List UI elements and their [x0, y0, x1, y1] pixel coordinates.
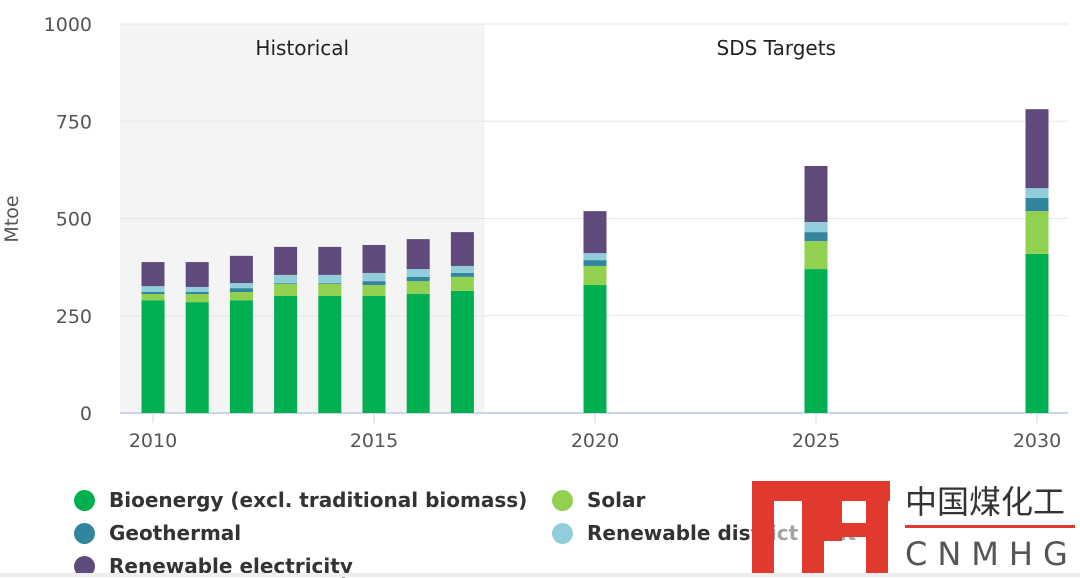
bar-segment[interactable] — [229, 283, 253, 289]
legend-label: Bioenergy (excl. traditional biomass) — [109, 488, 528, 512]
bar-segment[interactable] — [141, 262, 165, 287]
bar-segment[interactable] — [229, 255, 253, 284]
bar-segment[interactable] — [362, 285, 386, 296]
bar-segment[interactable] — [1025, 253, 1049, 413]
bar-segment[interactable] — [406, 239, 430, 270]
y-tick-label: 1000 — [44, 14, 92, 36]
bar-segment[interactable] — [804, 269, 828, 413]
bar-segment[interactable] — [362, 295, 386, 413]
bar-segment[interactable] — [274, 283, 298, 284]
bar-segment[interactable] — [1025, 211, 1049, 254]
bar-segment[interactable] — [185, 286, 209, 293]
bar-segment[interactable] — [185, 293, 209, 303]
bar-segment[interactable] — [318, 295, 342, 413]
y-tick-label: 0 — [80, 403, 92, 425]
legend-dot — [74, 489, 95, 511]
bar-segment[interactable] — [274, 246, 298, 275]
bar-segment[interactable] — [362, 244, 386, 273]
bar-segment[interactable] — [318, 283, 342, 296]
bottom-divider — [0, 573, 1080, 577]
y-tick-label: 250 — [56, 306, 92, 328]
bar-segment[interactable] — [450, 232, 474, 266]
x-tick-label: 2010 — [129, 430, 177, 452]
legend-dot — [552, 489, 573, 511]
svg-text:中国煤化工: 中国煤化工 — [905, 483, 1065, 521]
svg-text:CNMHG: CNMHG — [905, 535, 1078, 573]
bar-segment[interactable] — [274, 274, 298, 284]
bar-segment[interactable] — [274, 295, 298, 413]
bar-segment[interactable] — [450, 265, 474, 273]
bar-segment[interactable] — [1025, 109, 1049, 189]
bar-segment[interactable] — [450, 276, 474, 291]
bar-segment[interactable] — [274, 283, 298, 296]
bar-segment[interactable] — [362, 272, 386, 282]
bar-segment[interactable] — [362, 281, 386, 286]
bar-segment[interactable] — [804, 241, 828, 270]
legend-dot — [552, 522, 573, 544]
bar-segment[interactable] — [229, 300, 253, 413]
bar-segment[interactable] — [583, 260, 607, 266]
legend-dot — [74, 555, 95, 577]
legend-item-geothermal[interactable]: Geothermal — [74, 521, 241, 545]
y-tick-label: 750 — [56, 111, 92, 133]
bar-segment[interactable] — [318, 274, 342, 284]
bar-segment[interactable] — [406, 293, 430, 413]
bar-segment[interactable] — [141, 292, 165, 294]
bar-segment[interactable] — [1025, 188, 1049, 198]
bar-segment[interactable] — [185, 262, 209, 287]
bar-segment[interactable] — [583, 285, 607, 413]
bar-segment[interactable] — [141, 300, 165, 413]
region-label-historical: Historical — [255, 36, 349, 60]
bar-segment[interactable] — [185, 302, 209, 413]
bar-segment[interactable] — [141, 293, 165, 301]
y-axis-label: Mtoe — [1, 195, 23, 242]
bar-segment[interactable] — [406, 281, 430, 294]
bar-segment[interactable] — [406, 276, 430, 282]
x-tick-label: 2015 — [350, 430, 398, 452]
x-tick-label: 2020 — [571, 430, 619, 452]
bar-segment[interactable] — [1025, 197, 1049, 212]
legend-item-solar[interactable]: Solar — [552, 488, 645, 512]
legend-dot — [74, 522, 95, 544]
bar-segment[interactable] — [185, 292, 209, 294]
x-tick-label: 2030 — [1013, 430, 1061, 452]
bar-segment[interactable] — [804, 165, 828, 223]
bar-segment[interactable] — [804, 232, 828, 242]
bar-segment[interactable] — [229, 292, 253, 301]
bar-segment[interactable] — [318, 246, 342, 275]
bar-segment[interactable] — [804, 222, 828, 233]
bar-segment[interactable] — [141, 286, 165, 293]
x-tick-label: 2025 — [792, 430, 840, 452]
bar-segment[interactable] — [583, 253, 607, 261]
bar-segment[interactable] — [450, 272, 474, 277]
bar-segment[interactable] — [229, 288, 253, 293]
y-tick-label: 500 — [56, 209, 92, 231]
bar-segment[interactable] — [318, 283, 342, 284]
bar-segment[interactable] — [583, 265, 607, 286]
legend-label: Geothermal — [109, 521, 242, 545]
watermark-logo: 中国煤化工 CNMHG — [750, 477, 1080, 577]
region-label-sds-targets: SDS Targets — [717, 36, 836, 60]
bar-segment[interactable] — [450, 290, 474, 413]
legend-label: Solar — [587, 488, 646, 512]
legend-item-bioenergy[interactable]: Bioenergy (excl. traditional biomass) — [74, 488, 527, 512]
bar-segment[interactable] — [583, 211, 607, 254]
bar-segment[interactable] — [406, 269, 430, 277]
